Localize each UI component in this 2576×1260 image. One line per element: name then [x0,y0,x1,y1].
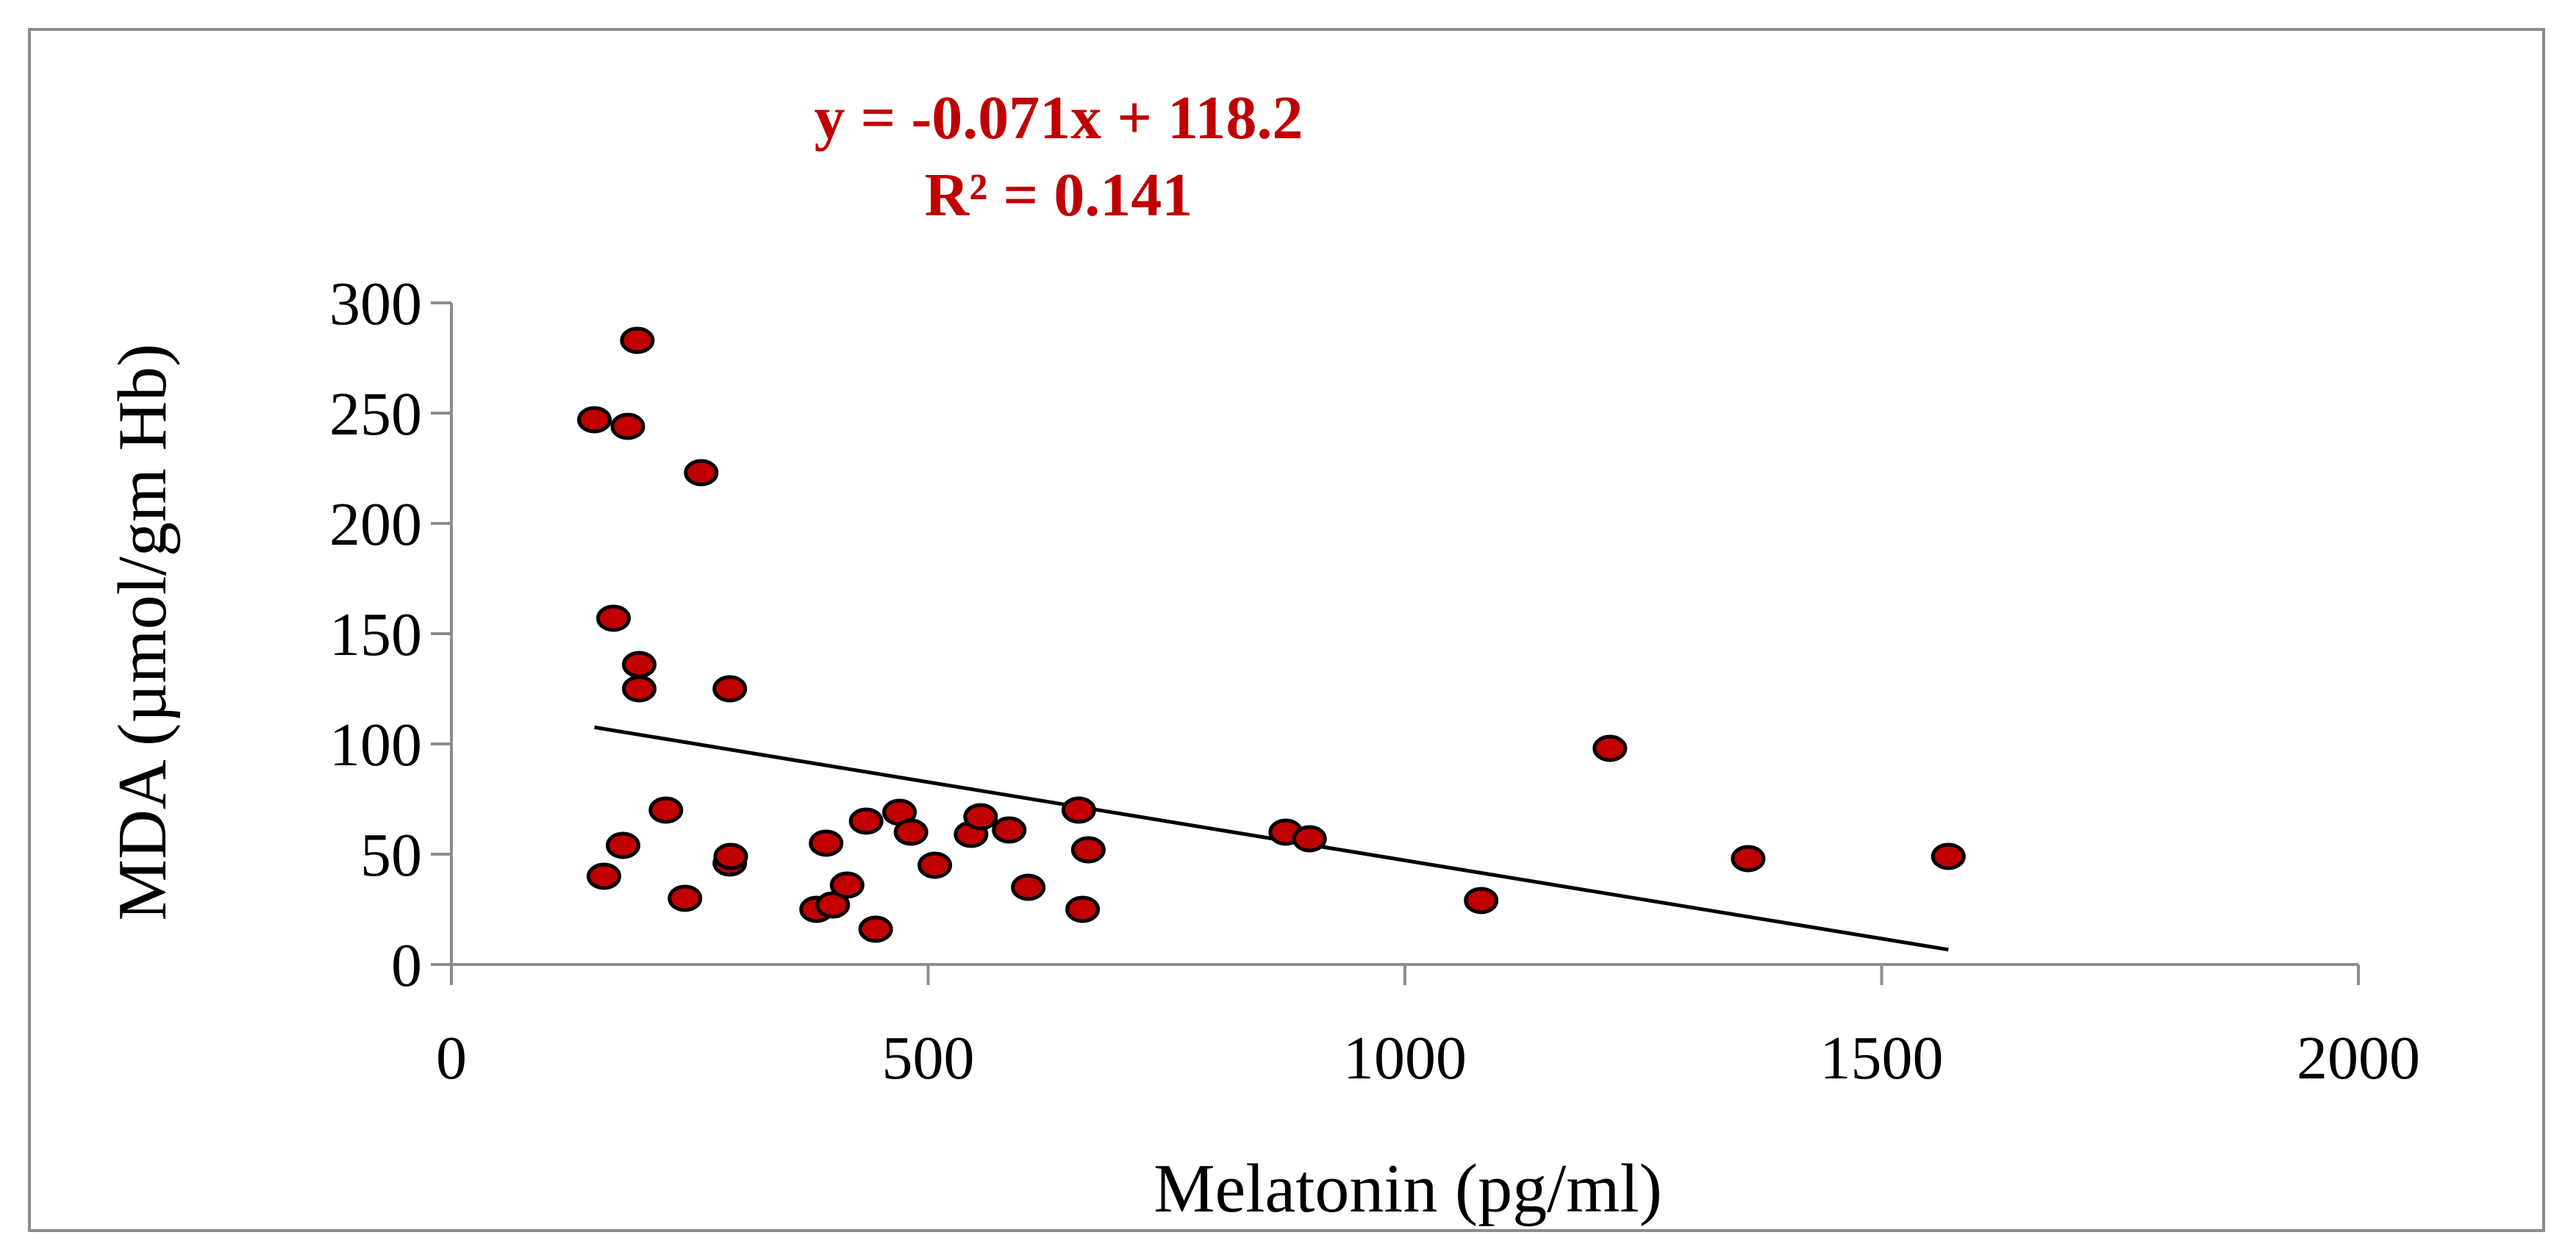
data-point [1065,895,1101,923]
x-tick-label: 1000 [1343,1024,1467,1092]
y-tick-label: 50 [360,821,422,889]
data-point [1061,796,1096,824]
data-point [829,871,865,899]
data-point [587,862,622,890]
data-point [848,807,884,835]
data-point [1931,842,1966,870]
data-point [684,459,719,487]
y-tick-label: 200 [329,490,422,559]
r-squared-label: R² = 0.141 [925,161,1193,229]
data-point [668,884,703,912]
data-point [858,915,893,943]
data-point [610,412,645,440]
data-point [1592,734,1628,762]
y-axis-title: MDA (µmol/gm Hb) [104,343,181,920]
data-points [577,326,1966,943]
data-point [1464,887,1499,914]
data-point [1070,836,1106,864]
x-tick-label: 1500 [1820,1024,1944,1092]
data-point [893,818,929,846]
x-tick-label: 500 [882,1024,975,1092]
data-point [992,816,1027,844]
axes: 0 50 100 150 200 250 300 0 500 1000 1500 2000 [329,270,2420,1092]
data-point [712,675,748,703]
data-point [622,675,657,703]
data-point [622,651,657,679]
x-axis-title: Melatonin (pg/ml) [1153,1150,1662,1227]
data-point [605,831,640,859]
y-tick-label: 150 [329,601,422,669]
data-point [963,803,998,831]
x-tick-label: 2000 [2297,1024,2420,1092]
y-tick-label: 100 [329,711,422,779]
data-point [648,796,684,824]
y-tick-label: 250 [329,380,422,448]
regression-annotation: y = -0.071x + 118.2 R² = 0.141 [814,84,1303,229]
data-point [1292,825,1327,853]
y-tick-label: 0 [391,931,422,1000]
chart-frame [28,28,2545,1232]
data-point [620,326,655,354]
data-point [595,604,631,632]
data-point [917,851,953,879]
data-point [713,842,748,870]
data-point [1731,845,1766,873]
data-point [815,891,851,919]
regression-equation: y = -0.071x + 118.2 [814,84,1303,152]
y-tick-label: 300 [329,270,422,338]
data-point [809,829,844,857]
x-tick-label: 0 [436,1024,467,1092]
axis-labels: Melatonin (pg/ml) MDA (µmol/gm Hb) [104,343,1662,1227]
data-point [577,406,612,434]
data-point [1011,873,1046,901]
